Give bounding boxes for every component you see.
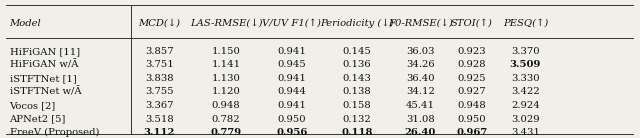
Text: LAS-RMSE(↓): LAS-RMSE(↓) — [189, 18, 262, 27]
Text: 0.950: 0.950 — [458, 115, 486, 124]
Text: 0.948: 0.948 — [458, 101, 486, 110]
Text: PESQ(↑): PESQ(↑) — [503, 18, 548, 27]
Text: F0-RMSE(↓): F0-RMSE(↓) — [388, 18, 452, 27]
Text: 34.12: 34.12 — [406, 87, 435, 96]
Text: 0.132: 0.132 — [342, 115, 371, 124]
Text: 0.967: 0.967 — [456, 128, 488, 137]
Text: 0.941: 0.941 — [277, 101, 306, 110]
Text: 2.924: 2.924 — [511, 101, 540, 110]
Text: 3.518: 3.518 — [145, 115, 174, 124]
Text: 36.03: 36.03 — [406, 47, 435, 56]
Text: 3.367: 3.367 — [145, 101, 173, 110]
Text: 3.755: 3.755 — [145, 87, 173, 96]
Text: 0.782: 0.782 — [212, 115, 240, 124]
Text: 45.41: 45.41 — [406, 101, 435, 110]
Text: 31.08: 31.08 — [406, 115, 435, 124]
Text: 1.150: 1.150 — [211, 47, 241, 56]
Text: 0.948: 0.948 — [212, 101, 240, 110]
Text: 3.431: 3.431 — [511, 128, 540, 137]
Text: 0.945: 0.945 — [277, 60, 306, 69]
Text: Model: Model — [10, 18, 42, 27]
Text: V/UV F1(↑): V/UV F1(↑) — [262, 18, 321, 27]
Text: iSTFTNet w/Ā: iSTFTNet w/Ā — [10, 87, 81, 97]
Text: FreeV (Proposed): FreeV (Proposed) — [10, 128, 99, 137]
Text: MCD(↓): MCD(↓) — [138, 18, 180, 27]
Text: 0.145: 0.145 — [342, 47, 371, 56]
Text: 1.120: 1.120 — [211, 87, 241, 96]
Text: 0.944: 0.944 — [277, 87, 306, 96]
Text: 1.130: 1.130 — [211, 74, 241, 83]
Text: 3.029: 3.029 — [511, 115, 540, 124]
Text: 34.26: 34.26 — [406, 60, 435, 69]
Text: 0.941: 0.941 — [277, 47, 306, 56]
Text: Vocos [2]: Vocos [2] — [10, 101, 56, 110]
Text: 0.136: 0.136 — [342, 60, 371, 69]
Text: 0.143: 0.143 — [342, 74, 371, 83]
Text: HiFiGAN w/Ā: HiFiGAN w/Ā — [10, 60, 78, 70]
Text: 0.138: 0.138 — [342, 87, 371, 96]
Text: Periodicity (↓): Periodicity (↓) — [320, 18, 394, 28]
Text: 3.838: 3.838 — [145, 74, 173, 83]
Text: 0.941: 0.941 — [277, 74, 306, 83]
Text: 0.158: 0.158 — [342, 101, 371, 110]
Text: 0.923: 0.923 — [458, 47, 486, 56]
Text: 0.956: 0.956 — [276, 128, 307, 137]
Text: 0.928: 0.928 — [458, 60, 486, 69]
Text: 3.857: 3.857 — [145, 47, 173, 56]
Text: 0.779: 0.779 — [211, 128, 241, 137]
Text: 26.40: 26.40 — [404, 128, 436, 137]
Text: HiFiGAN [11]: HiFiGAN [11] — [10, 47, 79, 56]
Text: 0.118: 0.118 — [341, 128, 372, 137]
Text: 3.422: 3.422 — [511, 87, 540, 96]
Text: 3.751: 3.751 — [145, 60, 174, 69]
Text: 3.330: 3.330 — [511, 74, 540, 83]
Text: APNet2 [5]: APNet2 [5] — [10, 115, 66, 124]
Text: 3.112: 3.112 — [144, 128, 175, 137]
Text: STOI(↑): STOI(↑) — [451, 18, 493, 27]
Text: 0.925: 0.925 — [458, 74, 486, 83]
Text: 36.40: 36.40 — [406, 74, 435, 83]
Text: 0.927: 0.927 — [458, 87, 486, 96]
Text: 3.509: 3.509 — [509, 60, 541, 69]
Text: 0.950: 0.950 — [278, 115, 306, 124]
Text: 3.370: 3.370 — [511, 47, 540, 56]
Text: iSTFTNet [1]: iSTFTNet [1] — [10, 74, 76, 83]
Text: 1.141: 1.141 — [211, 60, 241, 69]
